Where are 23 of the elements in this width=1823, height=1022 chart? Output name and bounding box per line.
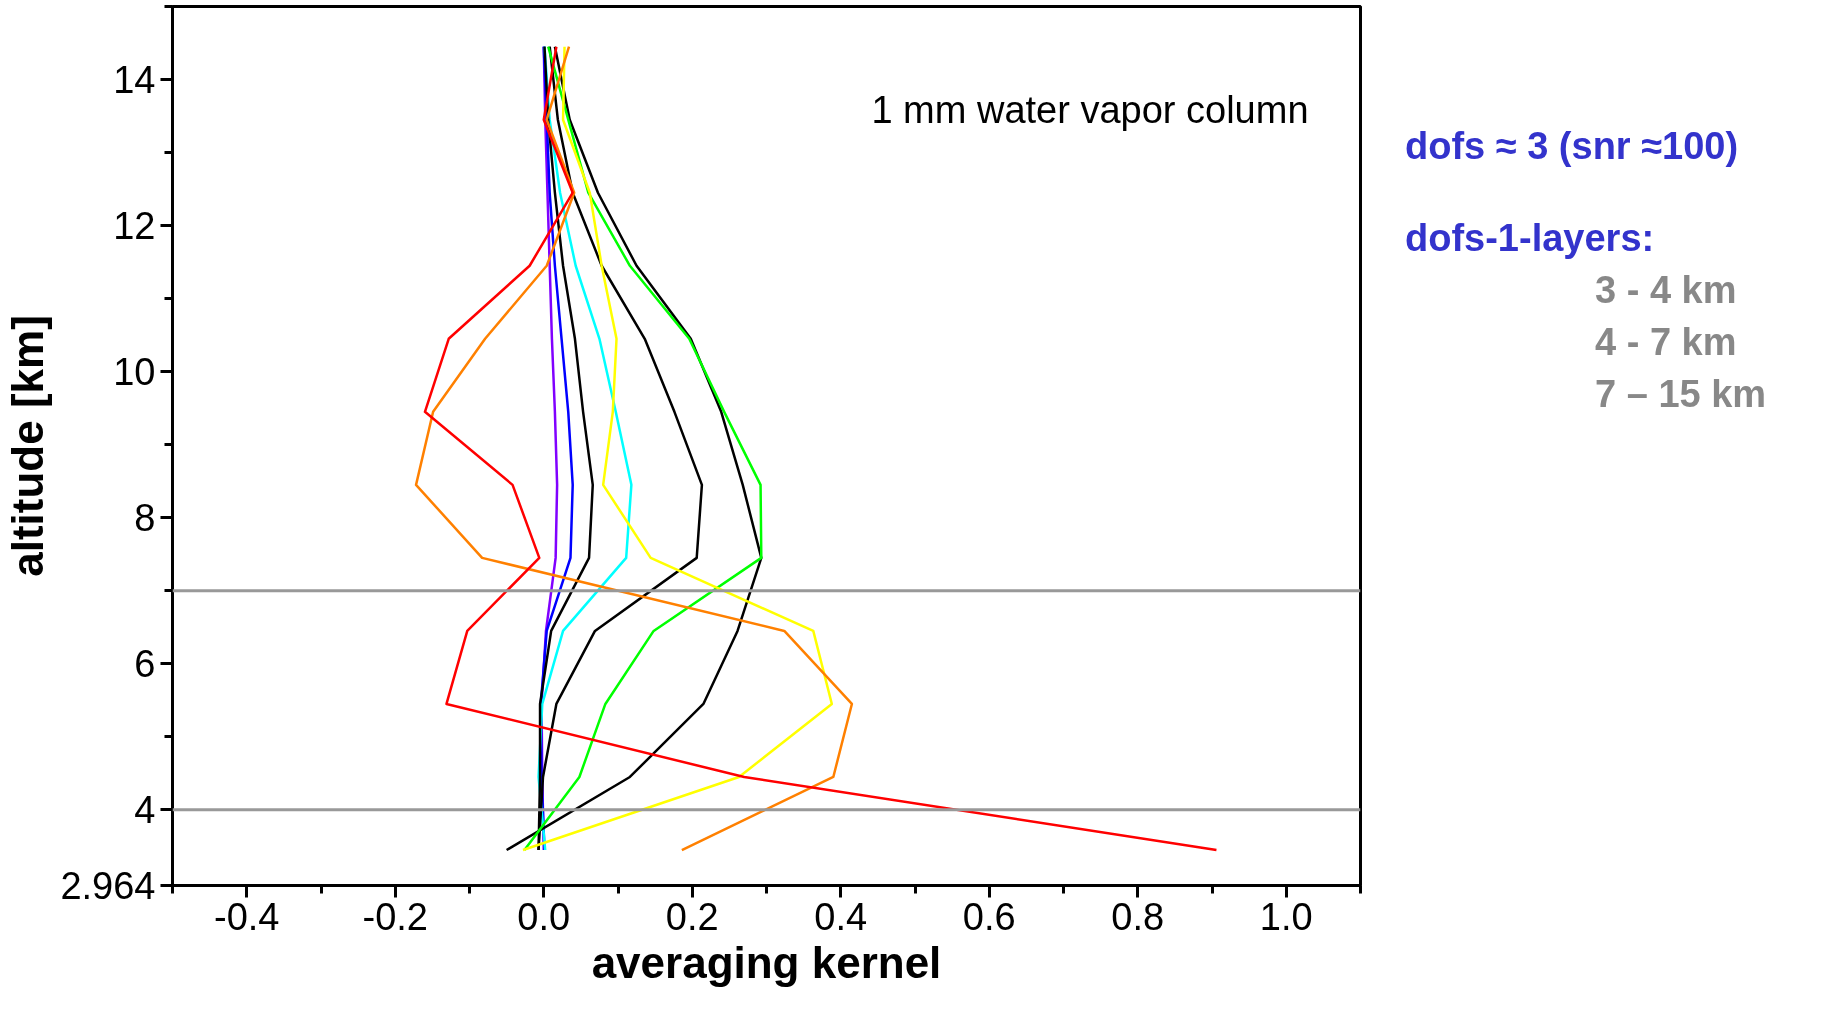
y-tick-label: 12 xyxy=(113,205,156,248)
y-tick-label: 6 xyxy=(134,643,156,686)
y-tick-label: 10 xyxy=(113,351,156,394)
text: dofs-1-layers: xyxy=(1405,216,1656,261)
x-tick-label: -0.2 xyxy=(362,895,428,938)
x-tick-label: 0.8 xyxy=(1111,895,1165,938)
x-axis-title: averaging kernel xyxy=(591,937,942,987)
text: dofs ≈ 3 (snr ≈100) xyxy=(1405,124,1740,169)
y-tick-label: 2.964 xyxy=(60,865,156,907)
text: 4 - 7 km xyxy=(1595,320,1738,365)
y-tick-label: 14 xyxy=(113,59,156,102)
x-tick-label: 0.2 xyxy=(665,895,719,938)
x-tick-label: -0.4 xyxy=(214,895,280,938)
y-tick-label: 4 xyxy=(134,789,156,832)
x-tick-label: 1.0 xyxy=(1259,895,1313,938)
x-tick-label: 0.0 xyxy=(517,895,571,938)
text: 7 – 15 km xyxy=(1595,372,1767,417)
x-tick-label: 0.6 xyxy=(962,895,1016,938)
y-axis-title: altitude [km] xyxy=(3,315,53,577)
annotation: 1 mm water vapor column xyxy=(871,88,1309,131)
y-tick-label: 8 xyxy=(134,497,156,540)
text: 3 - 4 km xyxy=(1595,268,1738,313)
x-tick-label: 0.4 xyxy=(814,895,868,938)
